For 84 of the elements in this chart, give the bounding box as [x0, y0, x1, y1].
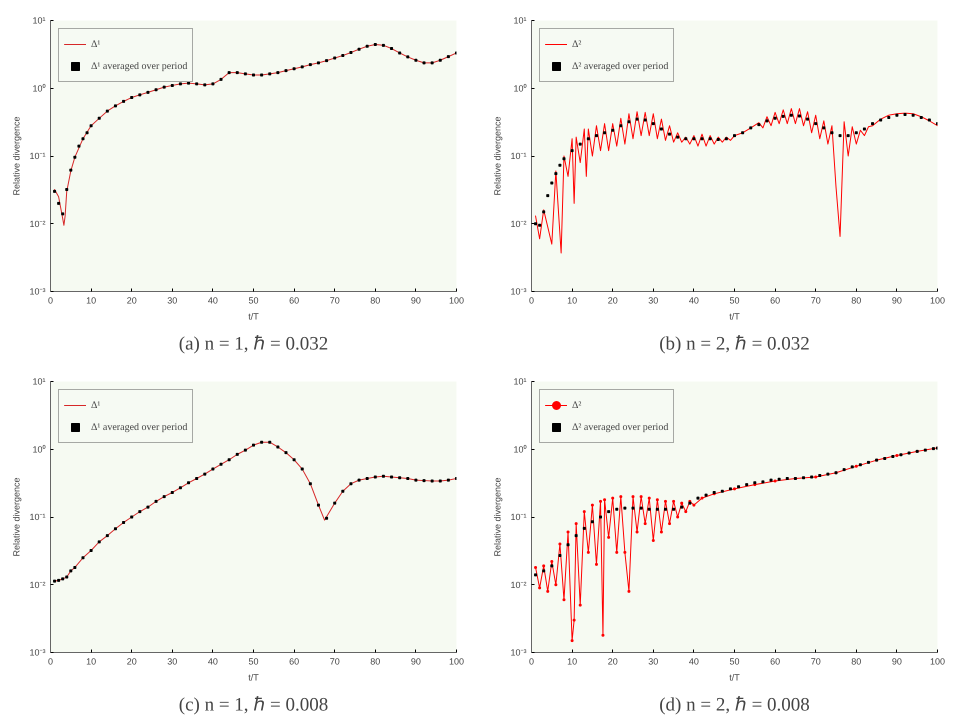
x-tick-label: 90: [410, 656, 421, 666]
x-tick-label: 60: [289, 296, 300, 306]
x-tick-label: 30: [648, 656, 658, 666]
legend-label: Δ²: [572, 38, 582, 50]
x-tick-label: 50: [248, 296, 259, 306]
x-tick-label: 20: [608, 296, 618, 306]
x-tick-label: 0: [528, 656, 534, 666]
x-tick-label: 20: [126, 656, 137, 666]
text: (c) n = 1, ℏ = 0.008: [178, 694, 328, 716]
x-tick-label: 10: [567, 296, 578, 306]
x-tick-label: 40: [208, 296, 218, 306]
x-tick-label: 90: [892, 656, 902, 666]
y-tick-label: 10⁻²: [510, 218, 527, 229]
x-tick-label: 70: [810, 656, 821, 666]
x-tick-label: 70: [330, 296, 340, 306]
y-tick-label: 10⁻¹: [510, 512, 527, 522]
x-tick-label: 30: [167, 656, 178, 666]
x-tick-label: 80: [370, 296, 380, 306]
y-tick-label: 10⁻³: [29, 648, 46, 658]
x-tick-label: 20: [608, 656, 618, 666]
x-tick-label: 80: [851, 656, 862, 666]
y-tick-label: 10¹: [513, 376, 527, 386]
x-tick-label: 100: [930, 656, 946, 666]
legend-label: Δ¹: [91, 38, 102, 50]
y-tick-label: 10⁰: [513, 83, 527, 94]
x-tick-label: 50: [729, 656, 740, 666]
x-tick-label: 90: [892, 296, 902, 306]
y-tick-label: 10⁰: [32, 444, 46, 454]
legend-label: Δ¹ averaged over period: [91, 60, 188, 72]
x-tick-label: 0: [48, 656, 54, 666]
x-tick-label: 100: [448, 656, 464, 666]
x-tick-label: 80: [851, 296, 862, 306]
x-tick-label: 70: [810, 296, 821, 306]
x-tick-label: 90: [410, 296, 421, 306]
y-tick-label: 10¹: [513, 16, 527, 26]
text: (a) n = 1, ℏ = 0.032: [178, 334, 328, 354]
y-axis-title: Relative divergence: [492, 116, 502, 196]
x-tick-label: 30: [167, 296, 178, 306]
x-axis-title: t/T: [729, 312, 740, 322]
x-tick-label: 70: [330, 656, 340, 666]
x-tick-label: 40: [688, 296, 699, 306]
x-tick-label: 100: [448, 296, 464, 306]
y-tick-label: 10⁻³: [510, 648, 527, 658]
y-tick-label: 10⁻²: [510, 580, 527, 590]
x-tick-label: 40: [208, 656, 218, 666]
x-tick-label: 60: [770, 296, 780, 306]
x-tick-label: 0: [528, 296, 534, 306]
y-tick-label: 10¹: [32, 16, 46, 26]
text: (b) n = 2, ℏ = 0.032: [659, 334, 810, 354]
legend-label: Δ²: [572, 400, 582, 410]
x-tick-label: 10: [567, 656, 578, 666]
x-tick-label: 30: [648, 296, 658, 306]
text: (d) n = 2, ℏ = 0.008: [659, 694, 810, 716]
y-axis-title: Relative divergence: [11, 116, 22, 196]
x-tick-label: 80: [370, 656, 380, 666]
y-tick-label: 10⁻¹: [29, 512, 46, 522]
y-tick-label: 10⁻²: [29, 580, 46, 590]
y-tick-label: 10¹: [32, 376, 46, 386]
y-tick-label: 10⁻³: [510, 286, 527, 296]
x-axis-title: t/T: [248, 312, 260, 322]
y-axis-title: Relative divergence: [492, 477, 502, 557]
y-tick-label: 10⁻¹: [510, 151, 527, 161]
y-axis-title: Relative divergence: [11, 477, 22, 557]
y-tick-label: 10⁰: [32, 83, 46, 94]
y-tick-label: 10⁻¹: [29, 151, 46, 161]
x-tick-label: 60: [770, 656, 780, 666]
x-tick-label: 20: [126, 296, 137, 306]
legend-label: Δ¹ averaged over period: [91, 422, 188, 432]
x-tick-label: 10: [86, 656, 96, 666]
x-tick-label: 40: [688, 656, 699, 666]
legend-label: Δ¹: [91, 400, 102, 410]
y-tick-label: 10⁻³: [29, 286, 46, 296]
x-tick-label: 100: [930, 296, 946, 306]
x-tick-label: 60: [289, 656, 300, 666]
x-tick-label: 50: [729, 296, 740, 306]
legend-label: Δ² averaged over period: [572, 422, 668, 432]
x-tick-label: 50: [248, 656, 259, 666]
x-axis-title: t/T: [248, 672, 260, 682]
y-tick-label: 10⁰: [513, 444, 527, 454]
legend-label: Δ² averaged over period: [572, 60, 668, 72]
x-axis-title: t/T: [729, 672, 740, 682]
x-tick-label: 10: [86, 296, 96, 306]
y-tick-label: 10⁻²: [29, 218, 46, 229]
x-tick-label: 0: [48, 296, 54, 306]
